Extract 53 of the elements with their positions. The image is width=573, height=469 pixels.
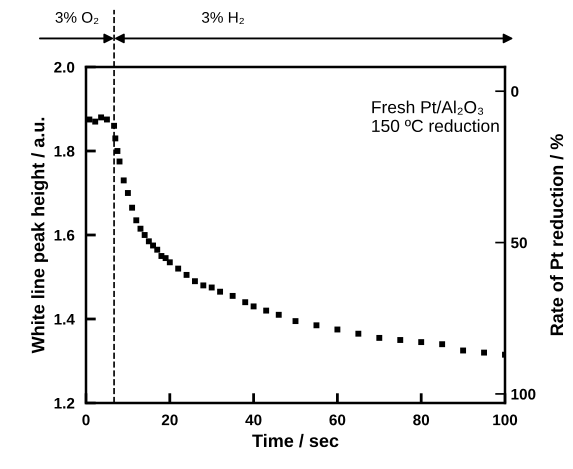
point (142, 232, 148, 238)
y-tick-label: 1.8 (54, 146, 74, 157)
y-tick-label: 1.4 (54, 314, 75, 325)
point (418, 339, 424, 346)
x-tick-label: 60 (329, 414, 346, 426)
point (162, 255, 169, 262)
point (104, 116, 110, 122)
point (230, 292, 236, 299)
point (397, 337, 404, 343)
point (111, 122, 118, 129)
point (150, 242, 156, 248)
x-tick-label: 100 (493, 414, 518, 426)
x-tick-label: 40 (245, 414, 262, 426)
point (263, 308, 270, 314)
x-tick-label: 20 (162, 414, 178, 426)
point (355, 330, 362, 337)
y2-tick-label: 50 (511, 237, 527, 248)
point (481, 350, 487, 356)
point (112, 135, 118, 142)
point (439, 341, 446, 348)
point (200, 282, 206, 288)
y-tick-label: 1.2 (54, 398, 74, 409)
text: 3% H₂ (202, 12, 244, 24)
point (192, 278, 198, 284)
point (114, 148, 120, 154)
y2-axis-title: Rate of Pt reduction / % (550, 134, 564, 336)
point (92, 118, 98, 125)
text: 3% O₂ (56, 12, 98, 24)
point (175, 266, 182, 272)
point (314, 322, 320, 328)
annotation: Fresh Pt/Al₂O₃ 150 ºC reduction (372, 100, 499, 132)
point (376, 334, 382, 341)
y-axis-title: White line peak height / a.u. (31, 118, 48, 354)
point (217, 288, 224, 295)
point (208, 284, 215, 290)
x-tick-label: 0 (82, 414, 90, 426)
point (292, 318, 298, 324)
point (138, 226, 144, 232)
y-tick-label: 2.0 (54, 62, 74, 73)
point (250, 303, 257, 310)
x-tick-label: 80 (413, 414, 430, 426)
point (98, 114, 104, 120)
point (120, 177, 127, 184)
point (129, 204, 136, 211)
y2-tick-label: 100 (512, 388, 536, 400)
y-tick-label: 1.6 (54, 230, 74, 241)
y2-tick-label: 0 (511, 86, 518, 97)
point (124, 190, 131, 196)
x-axis-title: Time / sec (252, 434, 338, 448)
point (184, 272, 190, 278)
point (334, 326, 340, 332)
point (460, 348, 466, 354)
point (116, 158, 122, 164)
